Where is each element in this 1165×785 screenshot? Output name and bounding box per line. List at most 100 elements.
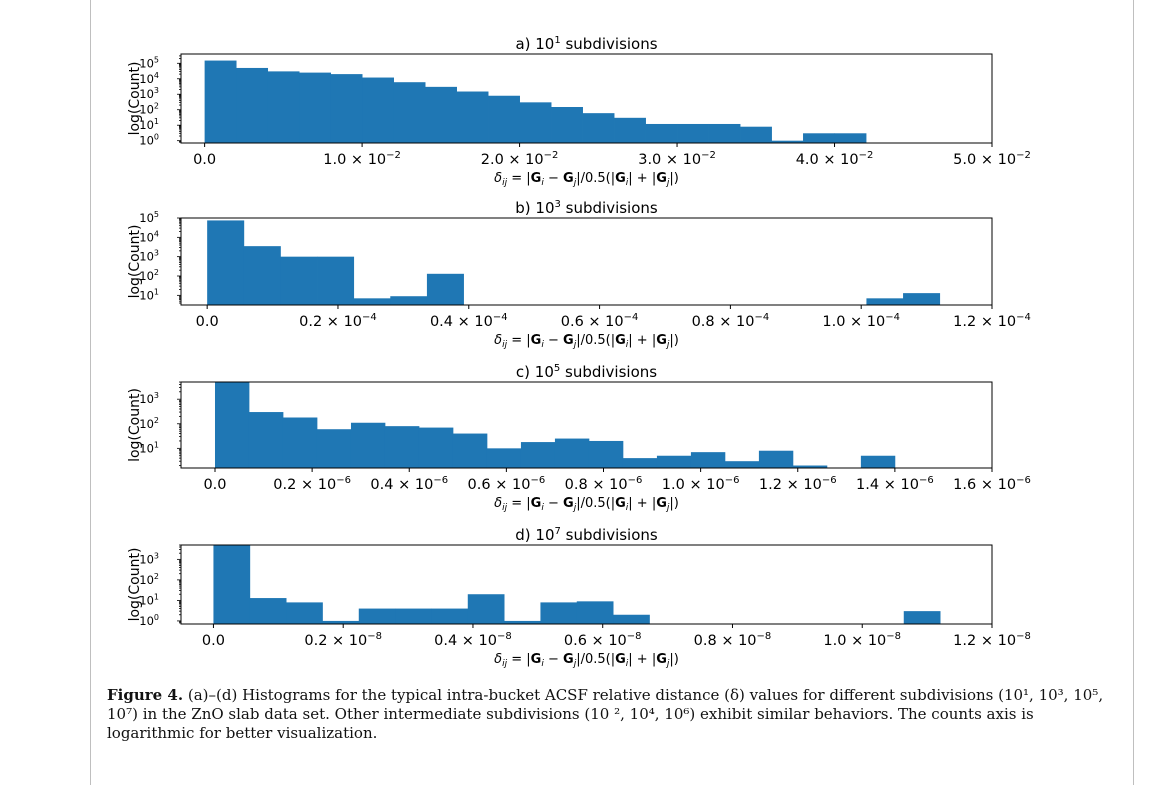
x-axis-label: δij = |Gi − Gj|/0.5(|Gi| + |Gj|) <box>494 496 679 513</box>
histogram-bar <box>322 620 360 624</box>
histogram-bar <box>286 602 323 624</box>
y-tick-label: 102 <box>139 416 159 431</box>
x-axis-label: δij = |Gi − Gj|/0.5(|Gi| + |Gj|) <box>494 333 679 350</box>
chart-title: b) 103 subdivisions <box>515 199 658 217</box>
x-tick-label: 1.0 × 10−4 <box>822 312 900 330</box>
histogram-bar <box>467 594 505 624</box>
histogram-bar <box>350 422 386 468</box>
x-tick-label: 0.2 × 10−8 <box>304 631 382 649</box>
caption-label: Figure 4. <box>107 686 184 704</box>
histogram-bar <box>622 458 658 468</box>
histogram-bar <box>280 256 318 305</box>
histogram-bar <box>588 440 624 468</box>
histogram-bar <box>708 123 741 143</box>
histogram-bar <box>724 461 760 468</box>
chart-panel-b: b) 103 subdivisions 0.0 0.2 × 10−4 0.4 × 10… <box>127 199 1031 350</box>
chart-panel-c: c) 105 subdivisions 0.0 0.2 × 10−6 0.4 × 10… <box>127 363 1031 513</box>
histogram-figure: a) 101 subdivisions 0.0 1.0 × 10−2 2.0 × 10… <box>127 35 1031 669</box>
x-tick-label: 1.4 × 10−6 <box>856 475 934 493</box>
histogram-bar <box>452 433 488 468</box>
y-tick-label: 102 <box>139 572 159 587</box>
histogram-bar <box>395 608 432 624</box>
x-tick-label: 1.0 × 10−2 <box>323 150 401 168</box>
x-tick-label: 4.0 × 10−2 <box>796 150 874 168</box>
figure-caption: Figure 4. (a)–(d) Histograms for the typ… <box>107 686 1117 743</box>
y-axis-label: log(Count) <box>127 62 143 136</box>
x-tick-label: 0.2 × 10−6 <box>273 475 351 493</box>
histogram-bar <box>645 123 678 143</box>
histogram-bar <box>677 123 709 143</box>
histogram-bar <box>540 602 578 624</box>
histogram-bar <box>418 427 454 468</box>
bars <box>204 60 867 143</box>
histogram-bar <box>903 293 941 305</box>
y-tick-label: 101 <box>139 440 159 455</box>
histogram-bar <box>866 298 904 305</box>
histogram-bar <box>520 442 556 468</box>
x-tick-label: 1.2 × 10−8 <box>953 631 1031 649</box>
histogram-bar <box>213 545 251 624</box>
x-tick-label: 0.8 × 10−4 <box>692 312 770 330</box>
x-tick-label: 0.6 × 10−4 <box>561 312 639 330</box>
y-tick-label: 101 <box>139 287 159 302</box>
axes-frame <box>180 53 993 144</box>
y-tick-label: 101 <box>139 117 159 132</box>
histogram-bar <box>214 382 250 468</box>
histogram-bar <box>384 426 420 468</box>
y-tick-label: 103 <box>139 86 159 101</box>
x-tick-label: 3.0 × 10−2 <box>638 150 716 168</box>
x-tick-label: 1.2 × 10−6 <box>759 475 837 493</box>
y-tick-label: 103 <box>139 391 159 406</box>
x-tick-label: 0.0 <box>193 152 216 168</box>
histogram-bar <box>431 608 469 624</box>
histogram-bar <box>390 296 428 305</box>
histogram-bar <box>834 133 867 143</box>
histogram-bar <box>792 465 828 468</box>
x-axis-label: δij = |Gi − Gj|/0.5(|Gi| + |Gj|) <box>494 171 679 188</box>
y-tick-label: 104 <box>139 71 159 86</box>
y-axis-label: log(Count) <box>127 548 143 622</box>
histogram-bar <box>204 60 237 143</box>
histogram-bar <box>393 82 426 143</box>
x-tick-label: 0.4 × 10−6 <box>370 475 448 493</box>
histogram-bar <box>613 614 650 624</box>
histogram-bar <box>282 417 318 468</box>
x-tick-label: 2.0 × 10−2 <box>481 150 559 168</box>
x-tick-label: 0.8 × 10−6 <box>565 475 643 493</box>
histogram-bar <box>488 95 520 143</box>
chart-panel-a: a) 101 subdivisions 0.0 1.0 × 10−2 2.0 × 10… <box>127 35 1031 188</box>
y-axis-label: log(Count) <box>127 388 143 462</box>
y-tick-label: 101 <box>139 592 159 607</box>
bars <box>214 382 896 468</box>
x-tick-label: 1.0 × 10−6 <box>662 475 740 493</box>
x-tick-label: 0.0 <box>203 477 226 493</box>
chart-panel-d: d) 107 subdivisions 0.0 0.2 × 10−8 0.4 × 10… <box>127 526 1031 669</box>
histogram-bar <box>316 429 352 468</box>
histogram-bar <box>740 126 772 143</box>
x-tick-label: 0.0 <box>196 314 219 330</box>
y-tick-label: 104 <box>139 229 159 244</box>
x-tick-label: 1.0 × 10−8 <box>823 631 901 649</box>
x-tick-label: 0.4 × 10−8 <box>434 631 512 649</box>
histogram-bar <box>771 140 804 143</box>
x-tick-label: 5.0 × 10−2 <box>953 150 1031 168</box>
histogram-bar <box>758 450 794 468</box>
x-tick-label: 0.6 × 10−6 <box>468 475 546 493</box>
bars <box>207 220 941 305</box>
axes-frame <box>180 217 993 306</box>
histogram-bar <box>243 246 281 305</box>
histogram-bar <box>358 608 396 624</box>
histogram-bar <box>486 448 522 468</box>
histogram-bar <box>554 438 590 468</box>
histogram-bar <box>456 91 489 143</box>
y-tick-label: 100 <box>139 613 159 628</box>
y-tick-label: 103 <box>139 551 159 566</box>
bars <box>213 545 941 624</box>
y-axis-label: log(Count) <box>127 225 143 299</box>
y-tick-label: 100 <box>139 133 159 148</box>
x-tick-label: 1.6 × 10−6 <box>953 475 1031 493</box>
x-tick-label: 0.0 <box>202 633 225 649</box>
histogram-bar <box>426 273 464 305</box>
histogram-bar <box>425 86 457 143</box>
histogram-bar <box>803 133 835 143</box>
